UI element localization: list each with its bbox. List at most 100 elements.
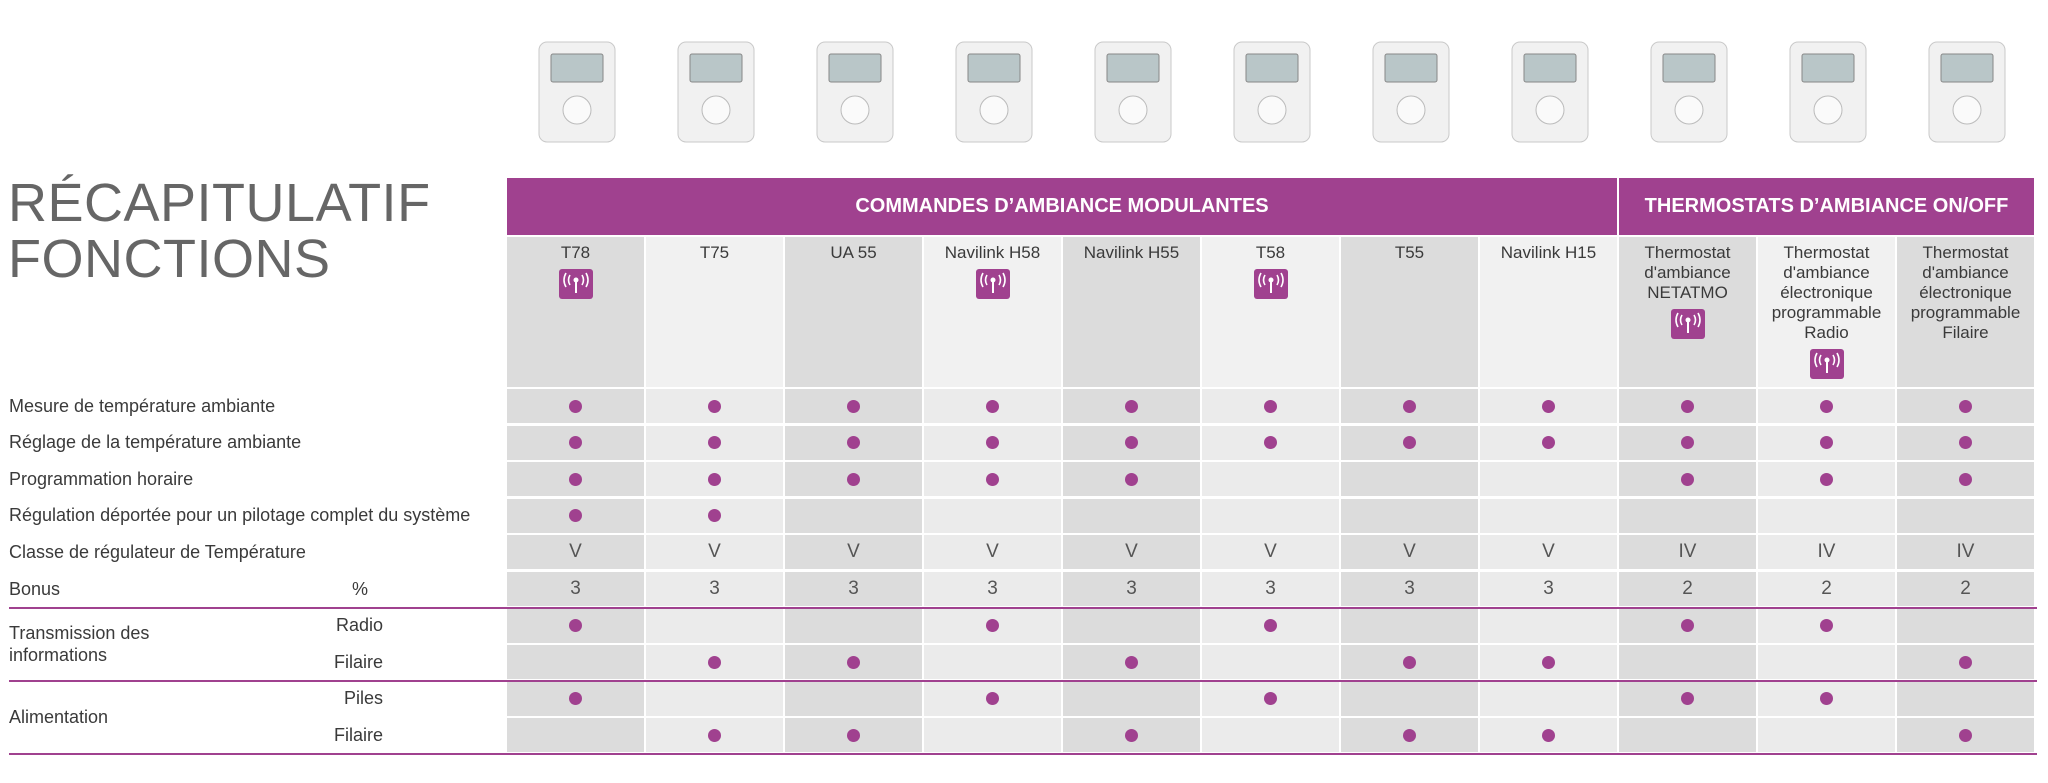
group-label: Alimentation [9, 706, 109, 727]
cell [646, 681, 783, 716]
column-header: Thermostat d'ambiance électronique progr… [1758, 237, 1895, 387]
cell [1480, 645, 1617, 680]
dot [1959, 655, 1972, 669]
cell [507, 645, 644, 680]
row-label: Programmation horaire [9, 468, 194, 489]
cell: V [924, 535, 1061, 570]
column-name: T75 [699, 243, 730, 262]
cell [1202, 498, 1339, 533]
cell [1341, 718, 1478, 753]
dot [1125, 472, 1138, 486]
cell [1480, 608, 1617, 643]
dot [986, 399, 999, 413]
row-unit: % [352, 578, 369, 599]
cell [1897, 608, 2034, 643]
cell [507, 681, 644, 716]
cell: 3 [646, 572, 783, 606]
cell [1202, 681, 1339, 716]
cell: IV [1758, 535, 1895, 570]
cell [1341, 608, 1478, 643]
dot [1125, 399, 1138, 413]
dot [1264, 399, 1277, 413]
group-header: THERMOSTATS D’AMBIANCE ON/OFF [1619, 178, 2034, 235]
cell [785, 681, 922, 716]
dot [569, 509, 582, 523]
dot [1820, 399, 1833, 413]
cell [1202, 608, 1339, 643]
column-name: Thermostat d'ambiance NETATMO [1644, 243, 1731, 302]
row-sublabel: Radio [335, 615, 383, 636]
cell: IV [1897, 535, 2034, 570]
column-name: UA 55 [830, 243, 877, 262]
row-sublabel: Filaire [333, 651, 383, 672]
cell [1897, 681, 2034, 716]
cell [924, 498, 1061, 533]
product-image [1372, 41, 1450, 143]
cell [785, 498, 922, 533]
product-image [1928, 41, 2006, 143]
column-name: T58 [1255, 243, 1286, 262]
column-header: Thermostat d'ambiance électronique progr… [1897, 237, 2034, 387]
dot [1125, 436, 1138, 450]
cell: 3 [1341, 572, 1478, 606]
dot [1681, 436, 1694, 450]
row-label: Réglage de la température ambiante [9, 432, 302, 453]
cell [507, 718, 644, 753]
row-label: Bonus [9, 578, 61, 599]
dot [1542, 728, 1555, 742]
cell [1758, 425, 1895, 460]
cell [785, 645, 922, 680]
dot [847, 436, 860, 450]
cell [507, 462, 644, 497]
product-image [1650, 41, 1728, 143]
row-label: Régulation déportée pour un pilotage com… [9, 505, 471, 526]
cell [1619, 608, 1756, 643]
cell [924, 718, 1061, 753]
cell [785, 389, 922, 423]
cell: 3 [785, 572, 922, 606]
cell: IV [1619, 535, 1756, 570]
cell [1480, 462, 1617, 497]
cell [1758, 608, 1895, 643]
dot [1959, 399, 1972, 413]
column-header: Thermostat d'ambiance NETATMO [1619, 237, 1756, 387]
cell [1063, 681, 1200, 716]
cell [507, 498, 644, 533]
cell: 3 [1063, 572, 1200, 606]
dot [986, 692, 999, 706]
cell [1619, 498, 1756, 533]
dot [569, 619, 582, 633]
dot [708, 399, 721, 413]
row-sublabel: Filaire [333, 724, 383, 745]
column-name: Navilink H58 [944, 243, 1041, 262]
cell [1619, 718, 1756, 753]
cell [646, 425, 783, 460]
cell [785, 718, 922, 753]
cell [1063, 498, 1200, 533]
column-header: T55 [1341, 237, 1478, 387]
dot [1959, 728, 1972, 742]
dot [1681, 692, 1694, 706]
column-header: T75 [646, 237, 783, 387]
cell: 2 [1619, 572, 1756, 606]
column-header: UA 55 [785, 237, 922, 387]
dot [708, 728, 721, 742]
group-header: COMMANDES D’AMBIANCE MODULANTES [507, 178, 1617, 235]
cell [646, 645, 783, 680]
cell [1897, 389, 2034, 423]
dot [1403, 728, 1416, 742]
cell [1063, 718, 1200, 753]
column-header: Navilink H58 [924, 237, 1061, 387]
radio-icon [1809, 349, 1844, 379]
dot [708, 436, 721, 450]
dot [1542, 655, 1555, 669]
cell [507, 608, 644, 643]
cell [1341, 498, 1478, 533]
dot [1403, 399, 1416, 413]
cell [1897, 498, 2034, 533]
cell [1758, 681, 1895, 716]
cell: 2 [1897, 572, 2034, 606]
cell [924, 608, 1061, 643]
cell [1758, 462, 1895, 497]
cell [1758, 645, 1895, 680]
